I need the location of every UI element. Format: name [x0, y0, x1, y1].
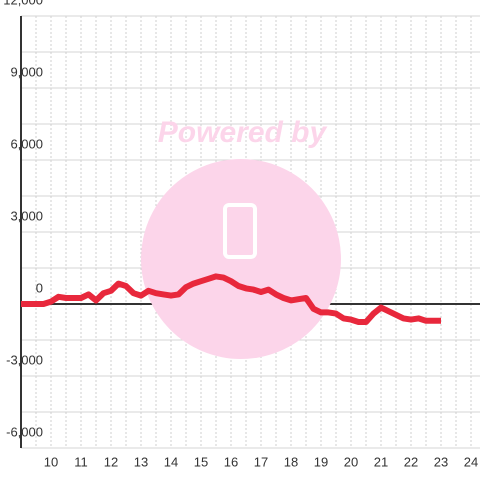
y-tick-label: 3,000 [10, 208, 43, 223]
x-tick-label: 24 [464, 454, 478, 469]
watermark-icon [223, 203, 257, 259]
x-tick-label: 23 [434, 454, 448, 469]
data-line [21, 273, 441, 325]
x-tick-label: 17 [254, 454, 268, 469]
y-tick-label: 6,000 [10, 136, 43, 151]
y-tick-label: 0 [36, 280, 43, 295]
y-tick-label: 9,000 [10, 64, 43, 79]
y-tick-label: 12,000 [3, 0, 43, 7]
x-tick-label: 11 [74, 454, 88, 469]
x-tick-label: 12 [104, 454, 118, 469]
x-tick-label: 20 [344, 454, 358, 469]
x-tick-label: 22 [404, 454, 418, 469]
x-tick-label: 13 [134, 454, 148, 469]
marks [21, 273, 441, 325]
x-tick-label: 16 [224, 454, 238, 469]
x-tick-label: 10 [44, 454, 58, 469]
x-tick-label: 18 [284, 454, 298, 469]
y-tick-label: -3,000 [6, 352, 43, 367]
x-tick-label: 21 [374, 454, 388, 469]
x-tick-label: 14 [164, 454, 178, 469]
watermark-text: Powered by [158, 116, 328, 149]
x-tick-label: 19 [314, 454, 328, 469]
y-tick-label: -6,000 [6, 424, 43, 439]
x-tick-label: 15 [194, 454, 208, 469]
